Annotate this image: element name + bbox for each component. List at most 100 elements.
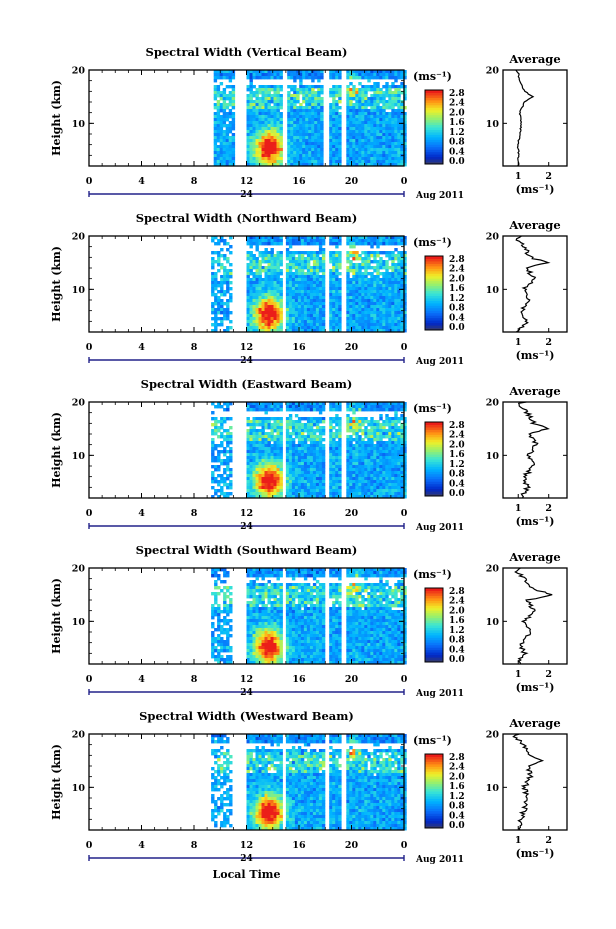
heatmap-cell [358, 486, 362, 490]
average-y-tick-label: 10 [486, 119, 500, 130]
heatmap-cell [397, 272, 401, 276]
heatmap-cell [220, 317, 224, 321]
heatmap-cell [332, 305, 336, 309]
heatmap-cell [355, 103, 359, 107]
heatmap-cell [361, 290, 365, 294]
heatmap-cell [273, 109, 277, 113]
heatmap-cell [388, 326, 392, 330]
heatmap-cell [397, 305, 401, 309]
heatmap-cell [397, 450, 401, 454]
heatmap-cell [315, 408, 320, 412]
heatmap-cell [305, 76, 309, 80]
heatmap-cell [231, 85, 236, 89]
heatmap-cell [264, 495, 268, 499]
heatmap-cell [222, 136, 227, 140]
x-tick-label: 0 [86, 342, 93, 353]
heatmap-cell [332, 73, 336, 77]
heatmap-cell [358, 133, 362, 137]
heatmap-cell [225, 139, 230, 143]
colorbar-segment [425, 159, 443, 163]
heatmap-cell [273, 145, 277, 149]
heatmap-cell [397, 275, 401, 279]
heatmap-cell [329, 281, 333, 285]
heatmap-cell [376, 124, 380, 128]
heatmap-cell [290, 163, 294, 167]
heatmap-cell [296, 151, 300, 155]
heatmap-cell [338, 495, 342, 499]
heatmap-cell [312, 432, 317, 436]
heatmap-cell [358, 157, 362, 161]
heatmap-cell [290, 139, 294, 143]
heatmap-cell [305, 106, 309, 110]
heatmap-cell [297, 441, 302, 445]
heatmap-cell [214, 284, 218, 288]
heatmap-cell [367, 290, 371, 294]
heatmap-cell [249, 426, 253, 430]
heatmap-cell [312, 239, 317, 243]
heatmap-cell [309, 239, 314, 243]
heatmap-cell [335, 100, 339, 104]
heatmap-cell [285, 290, 290, 294]
heatmap-cell [361, 489, 365, 493]
heatmap-cell [315, 402, 320, 406]
heatmap-cell [267, 302, 271, 306]
heatmap-cell [376, 426, 380, 430]
heatmap-cell [352, 296, 356, 300]
heatmap-cell [279, 157, 283, 161]
heatmap-cell [264, 145, 268, 149]
heatmap-cell [270, 459, 274, 463]
heatmap-cell [329, 278, 333, 282]
heatmap-cell [332, 94, 336, 98]
heatmap-cell [296, 127, 300, 131]
heatmap-cell [385, 414, 389, 418]
heatmap-cell [288, 414, 293, 418]
heatmap-cell [318, 248, 323, 252]
heatmap-cell [303, 489, 308, 493]
heatmap-cell [397, 266, 401, 270]
heatmap-cell [276, 429, 280, 433]
heatmap-cell [249, 97, 253, 101]
heatmap-cell [273, 272, 277, 276]
heatmap-cell [338, 130, 342, 134]
heatmap-cell [252, 127, 256, 131]
heatmap-cell [355, 269, 359, 273]
heatmap-cell [382, 157, 386, 161]
heatmap-cell [264, 76, 268, 80]
heatmap-cell [249, 290, 253, 294]
heatmap-cell [229, 474, 233, 478]
colorbar-segment [425, 99, 443, 103]
heatmap-cell [400, 160, 404, 164]
heatmap-cell [249, 76, 253, 80]
heatmap-cell [364, 100, 368, 104]
heatmap-cell [303, 302, 308, 306]
heatmap-cell [299, 76, 303, 80]
heatmap-cell [226, 492, 230, 496]
heatmap-cell [315, 320, 320, 324]
heatmap-cell [300, 462, 305, 466]
heatmap-cell [246, 145, 250, 149]
heatmap-cell [332, 465, 336, 469]
heatmap-cell [288, 444, 293, 448]
heatmap-cell [309, 323, 314, 327]
heatmap-cell [320, 73, 324, 77]
heatmap-cell [358, 266, 362, 270]
heatmap-cell [329, 459, 333, 463]
heatmap-cell [315, 284, 320, 288]
heatmap-cell [264, 88, 268, 92]
heatmap-cell [294, 414, 299, 418]
heatmap-cell [358, 97, 362, 101]
heatmap-cell [255, 160, 259, 164]
heatmap-cell [397, 281, 401, 285]
heatmap-cell [361, 429, 365, 433]
heatmap-cell [264, 441, 268, 445]
heatmap-cell [338, 281, 342, 285]
heatmap-cell [252, 308, 256, 312]
heatmap-cell [338, 296, 342, 300]
heatmap-cell [226, 326, 230, 330]
heatmap-cell [332, 157, 336, 161]
heatmap-cell [338, 145, 342, 149]
heatmap-cell [273, 453, 277, 457]
heatmap-cell [226, 299, 230, 303]
heatmap-cell [297, 471, 302, 475]
heatmap-cell [264, 97, 268, 101]
